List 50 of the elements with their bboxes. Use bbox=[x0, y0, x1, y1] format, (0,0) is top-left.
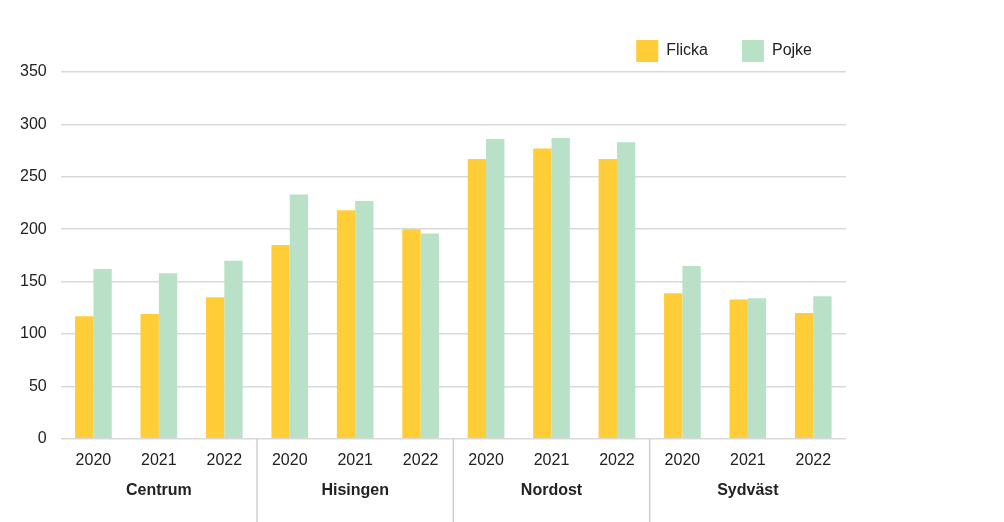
bar bbox=[271, 244, 290, 439]
bar bbox=[551, 138, 570, 439]
bar bbox=[598, 158, 617, 439]
bar bbox=[813, 296, 832, 439]
y-tick-label: 0 bbox=[37, 429, 47, 447]
bar bbox=[402, 229, 421, 439]
bar bbox=[140, 314, 159, 439]
x-tick-label: 2020 bbox=[271, 450, 308, 468]
y-tick-label: 100 bbox=[19, 324, 47, 342]
y-tick-label: 200 bbox=[19, 219, 47, 237]
bar bbox=[533, 148, 552, 439]
legend-label: Flicka bbox=[666, 41, 709, 59]
text: Centrum bbox=[125, 481, 192, 499]
bar bbox=[420, 233, 439, 439]
x-tick-label: 2022 bbox=[402, 450, 439, 468]
bar bbox=[355, 200, 374, 439]
bar bbox=[289, 194, 309, 439]
text: Sydväst bbox=[717, 481, 780, 499]
bar bbox=[729, 299, 748, 439]
x-tick-label: 2021 bbox=[533, 450, 570, 468]
x-tick-label: 2022 bbox=[206, 450, 243, 468]
x-tick-label: 2021 bbox=[141, 450, 177, 468]
bar bbox=[224, 260, 243, 439]
bar bbox=[467, 158, 487, 439]
x-tick-label: 2020 bbox=[75, 450, 112, 468]
bar bbox=[93, 269, 112, 439]
x-tick-label: 2021 bbox=[730, 450, 766, 468]
x-tick-label: 2022 bbox=[599, 450, 635, 468]
bar bbox=[75, 316, 94, 439]
bar bbox=[747, 298, 767, 439]
bar bbox=[616, 142, 636, 439]
y-tick-label: 350 bbox=[19, 62, 47, 80]
bar bbox=[486, 139, 505, 439]
x-tick-label: 2022 bbox=[795, 450, 832, 468]
y-tick-label: 300 bbox=[19, 114, 47, 132]
x-tick-label: 2020 bbox=[468, 450, 504, 468]
x-tick-label: 2021 bbox=[337, 450, 374, 468]
bar bbox=[664, 293, 683, 439]
text: Hisingen bbox=[321, 481, 389, 499]
y-tick-label: 150 bbox=[19, 272, 47, 290]
bar bbox=[682, 265, 701, 439]
bar bbox=[158, 273, 178, 439]
bar bbox=[336, 210, 356, 439]
x-tick-label: 2020 bbox=[664, 450, 701, 468]
text: Nordost bbox=[520, 481, 583, 499]
y-tick-label: 50 bbox=[28, 376, 47, 394]
bar bbox=[205, 297, 225, 439]
legend-label: Pojke bbox=[771, 41, 813, 59]
y-tick-label: 250 bbox=[19, 167, 47, 185]
bar bbox=[794, 313, 814, 439]
